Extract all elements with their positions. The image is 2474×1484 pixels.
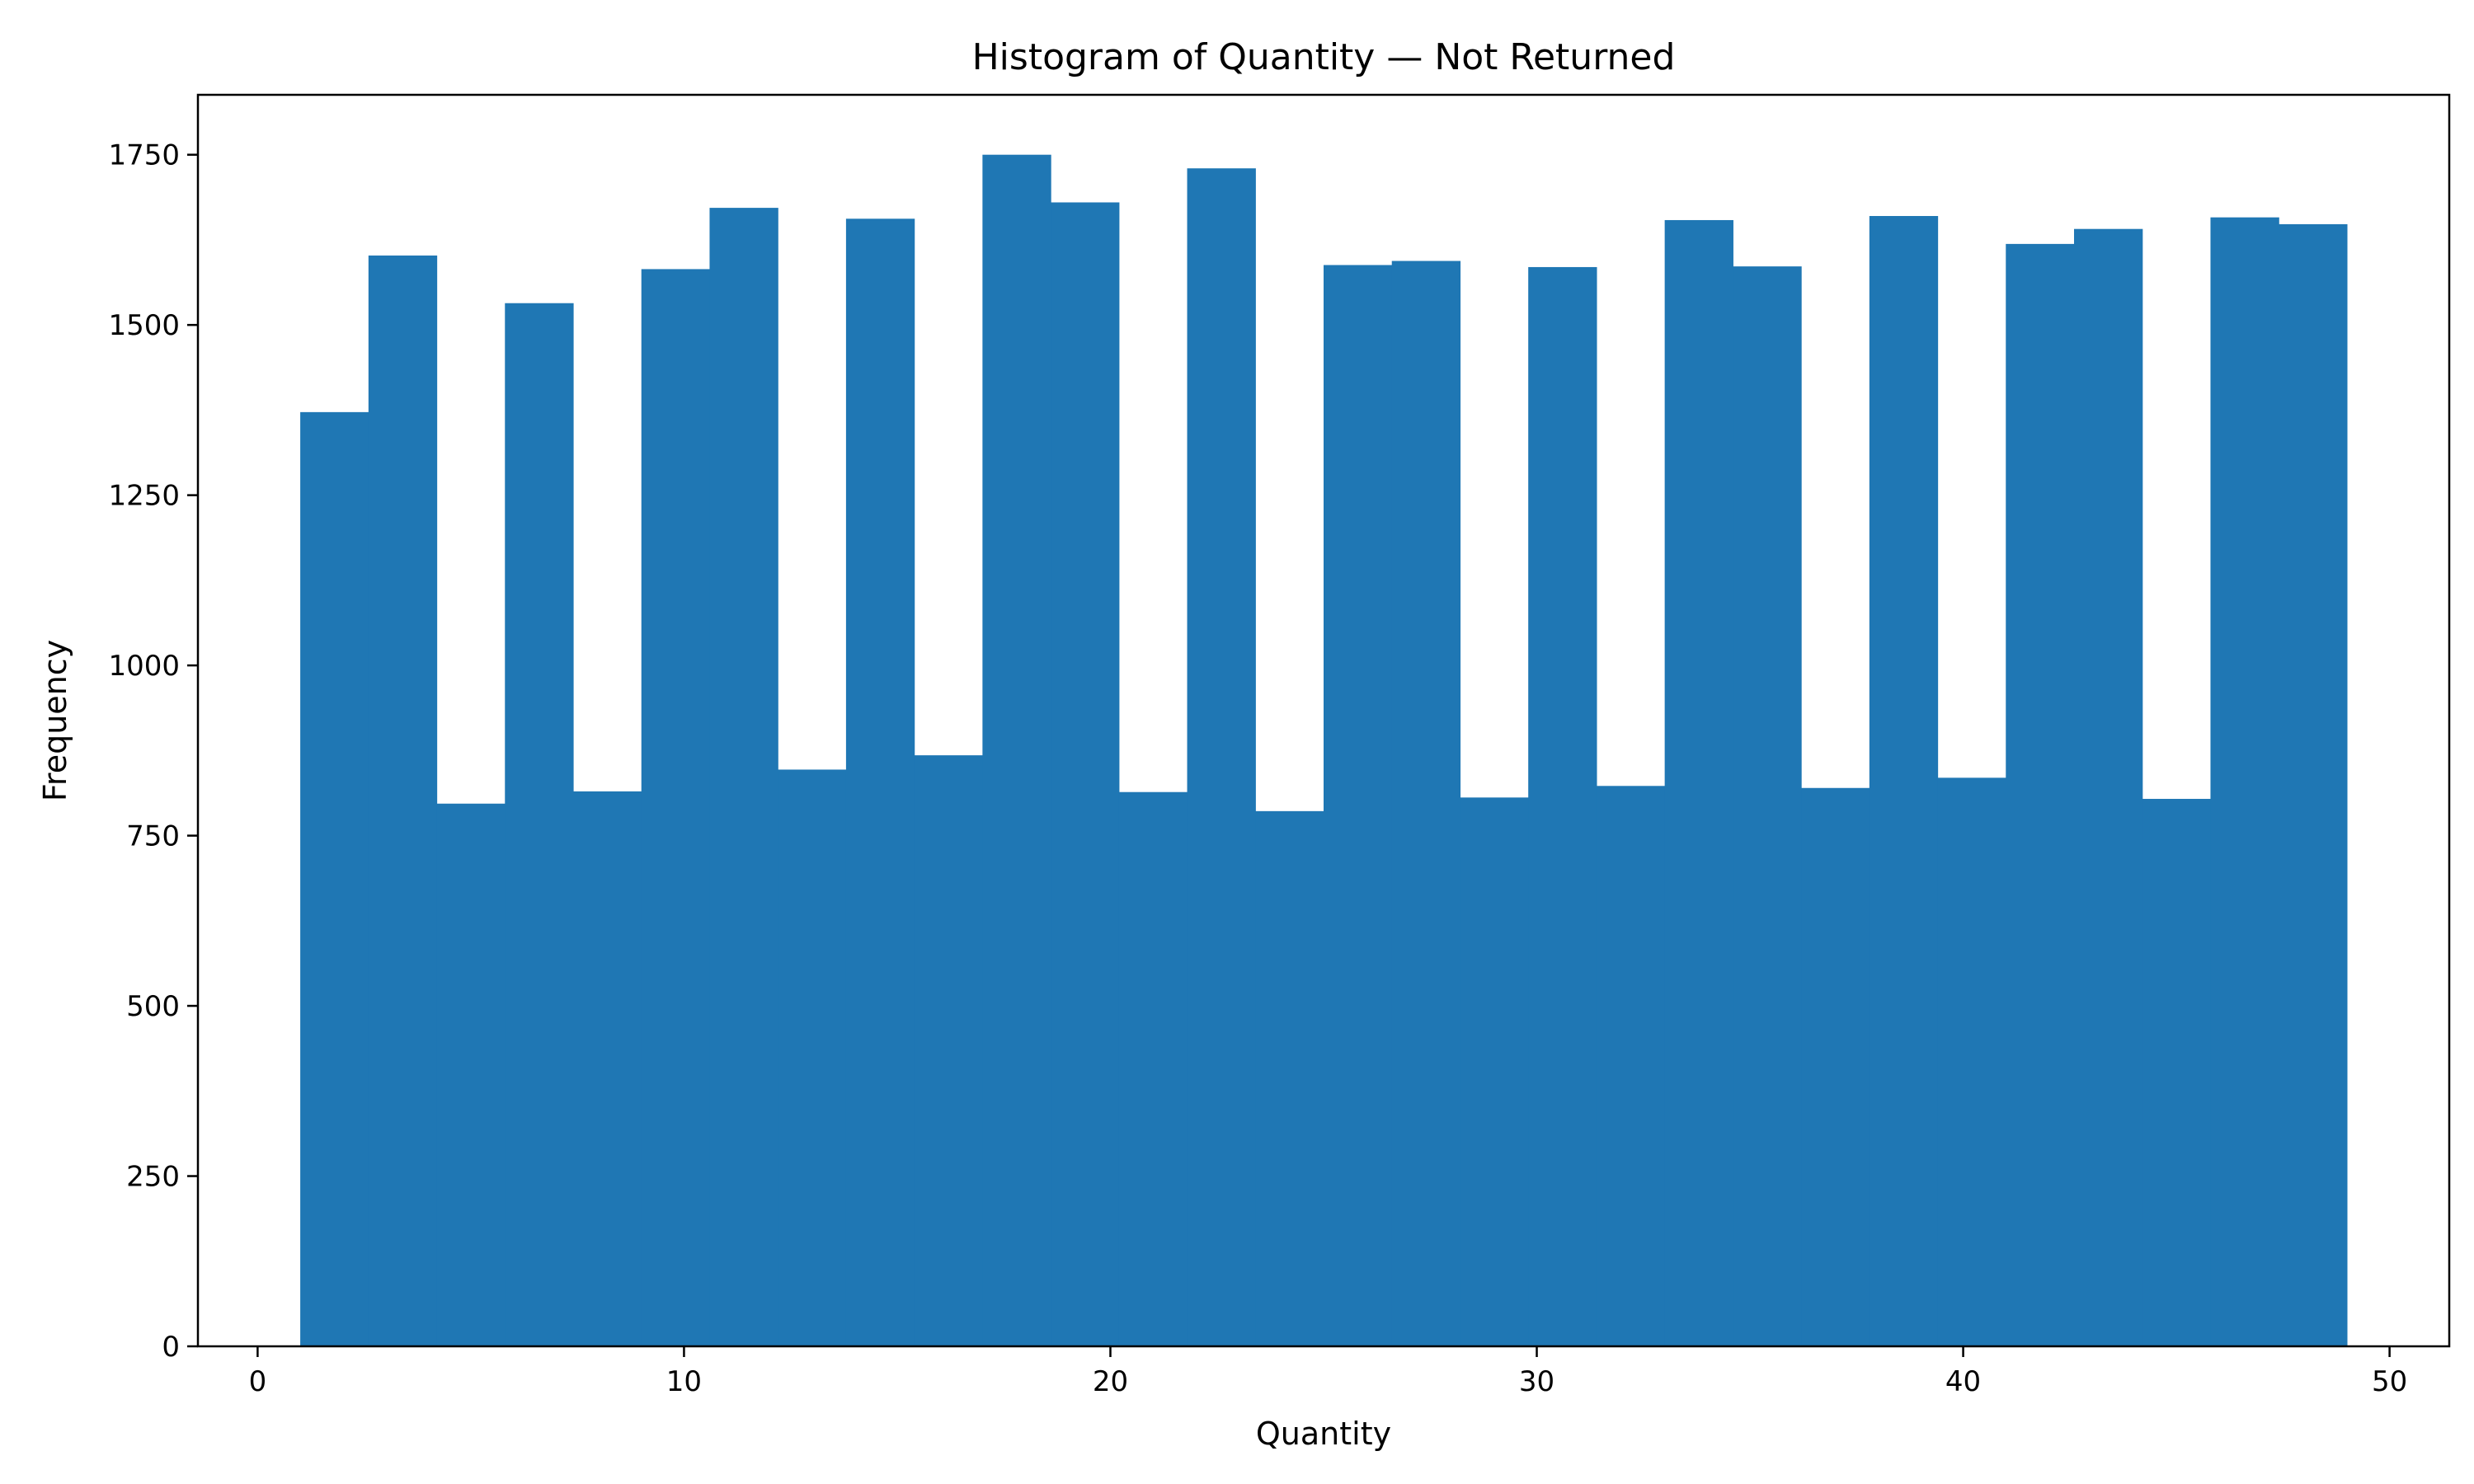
y-tick-label: 1250 (108, 480, 180, 513)
x-tick-label: 20 (1093, 1365, 1128, 1398)
histogram-bar (2006, 243, 2075, 1347)
histogram-bar (573, 791, 642, 1346)
histogram-bar (1391, 261, 1461, 1346)
histogram-bar (778, 769, 847, 1346)
histogram-bar (1869, 216, 1939, 1347)
x-tick-label: 50 (2372, 1365, 2407, 1398)
histogram-bar (368, 255, 438, 1346)
y-tick-label: 1500 (108, 309, 180, 342)
histogram-bar (436, 803, 506, 1346)
x-axis-label: Quantity (1256, 1416, 1391, 1452)
histogram-bar (1460, 797, 1529, 1346)
histogram-bar (641, 269, 711, 1346)
chart-title: Histogram of Quantity — Not Returned (972, 36, 1676, 78)
histogram-bar (1937, 777, 2006, 1346)
histogram-bar (300, 411, 369, 1346)
y-tick-label: 750 (126, 820, 180, 853)
histogram-bar (982, 154, 1051, 1347)
x-tick-label: 40 (1945, 1365, 1981, 1398)
y-axis-label: Frequency (37, 640, 73, 801)
histogram-bar (914, 755, 983, 1346)
x-axis-ticks: 0 10 20 30 40 50 (249, 1346, 2407, 1398)
x-tick-label: 0 (249, 1365, 267, 1398)
histogram-bar (1596, 786, 1666, 1346)
histogram-bar (1528, 266, 1597, 1346)
y-tick-label: 1000 (108, 650, 180, 683)
histogram-bar (2279, 223, 2348, 1347)
bars-group (300, 154, 2348, 1347)
histogram-bar (845, 218, 915, 1347)
histogram-bar (1733, 266, 1802, 1346)
histogram-bar (1051, 202, 1120, 1347)
y-axis-ticks: 0 250 500 750 1000 1250 1500 1750 (108, 139, 198, 1364)
histogram-bar (2210, 217, 2279, 1346)
histogram-bar (2142, 798, 2212, 1346)
x-tick-label: 10 (666, 1365, 702, 1398)
histogram-bar (1664, 219, 1733, 1346)
histogram-bar (1255, 810, 1324, 1346)
histogram-bar (1118, 791, 1188, 1346)
histogram-bar (709, 208, 778, 1347)
histogram-bar (1324, 265, 1393, 1347)
histogram-bar (1187, 168, 1256, 1346)
x-tick-label: 30 (1519, 1365, 1554, 1398)
plot-frame (196, 93, 2451, 1348)
histogram-bar (2074, 228, 2143, 1346)
histogram-bar (505, 303, 574, 1346)
y-tick-label: 0 (162, 1331, 180, 1364)
y-tick-label: 1750 (108, 139, 180, 172)
y-tick-label: 250 (126, 1161, 180, 1194)
histogram-bar (1801, 787, 1870, 1346)
y-tick-label: 500 (126, 990, 180, 1023)
